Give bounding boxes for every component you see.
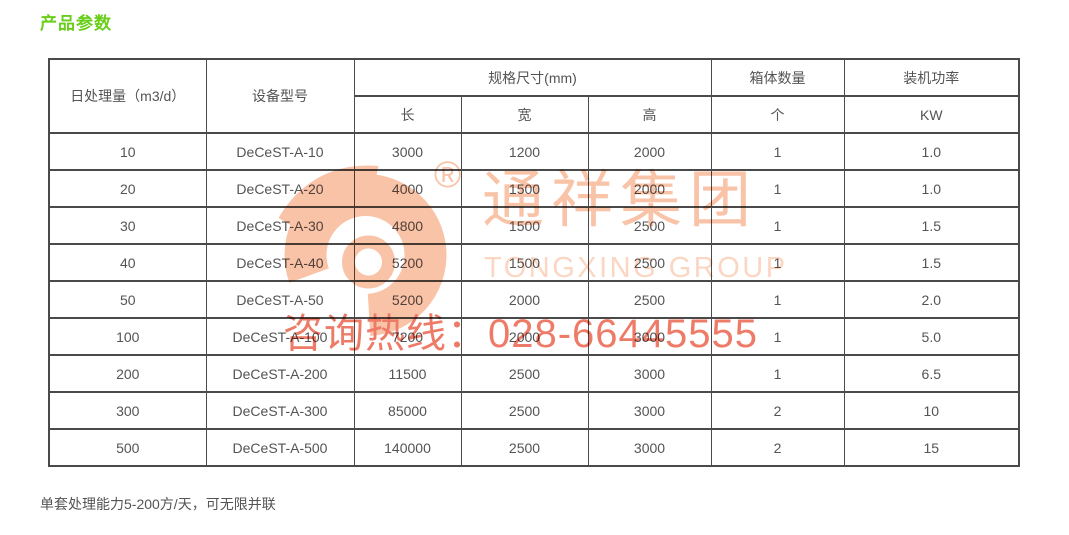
table-cell: 50 [48,280,207,319]
header-row-groups: 日处理量（m3/d） 设备型号 规格尺寸(mm) 箱体数量 装机功率 [48,58,1020,134]
table-cell: 2500 [587,280,712,319]
col-header-spec-group: 规格尺寸(mm) [353,58,712,97]
table-row: 500 DeCeST-A-500 140000 2500 3000 2 15 [48,428,1020,467]
table-cell: 1 [710,132,845,171]
table-cell: 100 [48,317,207,356]
table-row: 40 DeCeST-A-40 5200 1500 2500 1 1.5 [48,243,1020,282]
table-cell: 2500 [460,428,589,467]
col-header-height: 高 [587,95,712,134]
col-header-model: 设备型号 [205,58,355,134]
table-cell: DeCeST-A-100 [205,317,355,356]
footnote: 单套处理能力5-200方/天，可无限并联 [40,496,276,512]
table-cell: 2000 [460,317,589,356]
col-header-power: 装机功率 [843,58,1020,97]
col-header-box-unit: 个 [710,95,845,134]
table-cell: 1.5 [843,206,1020,245]
col-header-width: 宽 [460,95,589,134]
table-cell: 4800 [353,206,462,245]
table-cell: 85000 [353,391,462,430]
table-cell: DeCeST-A-300 [205,391,355,430]
table-cell: 1500 [460,206,589,245]
table-cell: DeCeST-A-20 [205,169,355,208]
table-cell: 3000 [353,132,462,171]
table-cell: 5200 [353,243,462,282]
table-cell: DeCeST-A-500 [205,428,355,467]
table-row: 50 DeCeST-A-50 5200 2000 2500 1 2.0 [48,280,1020,319]
table-cell: 7200 [353,317,462,356]
table-cell: 6.5 [843,354,1020,393]
col-header-box-count: 箱体数量 [710,58,845,97]
table-cell: 2500 [587,206,712,245]
table-cell: 3000 [587,391,712,430]
table-cell: 10 [843,391,1020,430]
table-cell: 1500 [460,243,589,282]
table-cell: 10 [48,132,207,171]
table-cell: 2500 [460,391,589,430]
col-header-daily-capacity: 日处理量（m3/d） [48,58,207,134]
product-spec-table: 日处理量（m3/d） 设备型号 规格尺寸(mm) 箱体数量 装机功率 长 宽 高… [48,58,1021,467]
table-cell: 3000 [587,317,712,356]
table-cell: 1.5 [843,243,1020,282]
table-row: 200 DeCeST-A-200 11500 2500 3000 1 6.5 [48,354,1020,393]
table-cell: 2000 [460,280,589,319]
table-header: 日处理量（m3/d） 设备型号 规格尺寸(mm) 箱体数量 装机功率 长 宽 高… [48,58,1020,134]
table-cell: 140000 [353,428,462,467]
table-cell: DeCeST-A-10 [205,132,355,171]
table-cell: 1 [710,243,845,282]
table-cell: 2 [710,391,845,430]
table-cell: 4000 [353,169,462,208]
table-cell: 11500 [353,354,462,393]
table-row: 30 DeCeST-A-30 4800 1500 2500 1 1.5 [48,206,1020,245]
table-row: 300 DeCeST-A-300 85000 2500 3000 2 10 [48,391,1020,430]
table-row: 20 DeCeST-A-20 4000 1500 2000 1 1.0 [48,169,1020,208]
table-cell: 5.0 [843,317,1020,356]
table-cell: 2000 [587,132,712,171]
table-cell: 1 [710,317,845,356]
table-cell: 2500 [587,243,712,282]
table-cell: 2 [710,428,845,467]
table-cell: 3000 [587,354,712,393]
table-cell: 500 [48,428,207,467]
table-cell: DeCeST-A-40 [205,243,355,282]
table-cell: 5200 [353,280,462,319]
table-cell: 1 [710,206,845,245]
table-row: 100 DeCeST-A-100 7200 2000 3000 1 5.0 [48,317,1020,356]
table-cell: 1 [710,280,845,319]
table-cell: 1200 [460,132,589,171]
table-row: 10 DeCeST-A-10 3000 1200 2000 1 1.0 [48,132,1020,171]
table-cell: 300 [48,391,207,430]
table-cell: 200 [48,354,207,393]
table-cell: 2000 [587,169,712,208]
table-cell: 20 [48,169,207,208]
table-cell: 40 [48,243,207,282]
table-cell: DeCeST-A-30 [205,206,355,245]
table-cell: 15 [843,428,1020,467]
table-cell: DeCeST-A-50 [205,280,355,319]
page-title: 产品参数 [40,14,112,33]
table-cell: 1.0 [843,132,1020,171]
table-cell: 2.0 [843,280,1020,319]
col-header-power-unit: KW [843,95,1020,134]
table-cell: 1 [710,169,845,208]
table-cell: 2500 [460,354,589,393]
table-body: 10 DeCeST-A-10 3000 1200 2000 1 1.0 20 DeCeST-A-… [48,132,1020,467]
header-row-units: 长 宽 高 个 KW [49,95,1020,134]
table-cell: 3000 [587,428,712,467]
table-cell: DeCeST-A-200 [205,354,355,393]
table-cell: 1500 [460,169,589,208]
table-cell: 1 [710,354,845,393]
table-cell: 30 [48,206,207,245]
table-cell: 1.0 [843,169,1020,208]
col-header-length: 长 [353,95,462,134]
